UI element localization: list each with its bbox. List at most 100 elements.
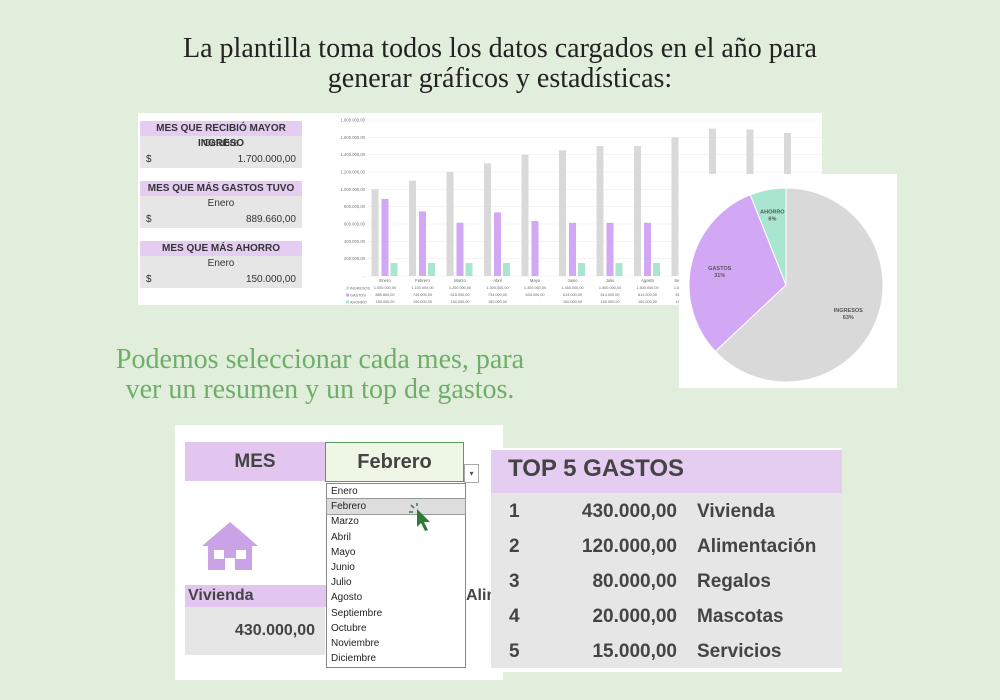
top5-title: TOP 5 GASTOS [491,450,842,493]
subheading: Podemos seleccionar cada mes, para ver un… [60,345,580,405]
dropdown-arrow[interactable]: ▾ [464,464,479,483]
table-value: 150.000,00 [450,300,469,304]
x-tick-label: Mayo [530,278,541,283]
dropdown-option[interactable]: Julio [331,577,352,589]
top5-row: 5 15.000,00 Servicios [491,633,842,668]
bar [381,198,389,276]
table-value: 150.000,00 [375,300,394,304]
table-value: 745.000,00 [413,293,432,297]
dropdown-option[interactable]: Noviembre [331,638,380,649]
kpi-amount: 150.000,00 [245,274,296,285]
top5-panel: TOP 5 GASTOS 1 430.000,00 Vivienda 2 120.000… [491,448,842,672]
amount: 430.000,00 [581,501,677,522]
bar [671,137,679,276]
pie-percent: 6% [768,217,776,223]
dropdown-option[interactable]: Mayo [331,546,356,558]
kpi-month: Enero [140,196,302,211]
table-value: 1.300.000,00 [486,286,508,290]
dropdown-option[interactable]: Abril [331,531,352,543]
bar [653,263,660,276]
bar [494,212,501,276]
bar [569,222,576,276]
table-value: 1.000.000,00 [374,286,396,290]
x-tick-label: Junio [567,278,578,283]
table-value: 615.000,00 [450,293,469,297]
x-tick-label: Marzo [454,278,466,283]
table-value: 150.000,00 [413,300,432,304]
top5-row: 4 20.000,00 Mascotas [491,598,842,633]
kpi-value-row: $889.660,00 [140,211,302,228]
table-value: 1.200.000,00 [449,286,471,290]
dropdown-list: Enero Febrero Marzo Abril Mayo Junio Julio Agos… [326,483,466,668]
legend-label: GASTOS [350,294,366,298]
heading-line: La plantilla toma todos los datos cargad… [183,33,817,64]
kpi-currency: $ [146,274,152,285]
bar [446,172,454,276]
bar [615,263,623,276]
y-tick-label: - [364,274,366,279]
y-tick-label: 1.400.000,00 [341,152,366,157]
bar [578,263,585,276]
table-value: 1.500.000,00 [599,286,621,290]
dropdown-option[interactable]: Enero [331,486,358,497]
table-value: 614.000,00 [600,293,619,297]
bar [521,154,529,276]
month-select[interactable]: Febrero [325,442,464,482]
dropdown-option[interactable]: Febrero [326,498,466,516]
bar [456,222,464,276]
pie-percent: 63% [843,315,854,321]
bar [503,263,510,276]
pie-slice [688,194,787,353]
rank: 4 [509,606,520,627]
pie-label: AHORRO [760,210,785,216]
rank: 2 [509,536,520,557]
pie-slice [714,187,884,383]
category: Mascotas [697,606,784,627]
bar [371,189,379,276]
rank: 1 [509,501,520,522]
pie-slice [749,187,787,286]
pie-label: INGRESOS [834,308,863,314]
amount: 120.000,00 [581,536,677,557]
x-tick-label: Julio [606,278,615,283]
table-value: 1.450.000,00 [561,286,583,290]
dropdown-option[interactable]: Octubre [331,622,367,634]
category: Servicios [697,641,782,662]
bar [596,146,604,276]
dropdown-option[interactable]: Junio [331,562,355,573]
top5-row: 1 430.000,00 Vivienda [491,493,842,528]
pie-percent: 31% [714,273,725,279]
x-tick-label: Enero [379,278,391,283]
subheading-line: Podemos seleccionar cada mes, para [115,344,525,375]
y-tick-label: 200.000,00 [344,256,366,261]
amount: 20.000,00 [592,606,677,627]
top5-row: 2 120.000,00 Alimentación [491,528,842,563]
table-value: 150.000,00 [488,300,507,304]
kpi-month: Octubre [140,136,302,151]
dropdown-option[interactable]: Septiembre [331,607,383,619]
dropdown-option[interactable]: Agosto [331,592,363,604]
legend-swatch [346,300,349,304]
kpi-box: MES QUE MÁS AHORRO Enero $150.000,00 [140,241,302,288]
house-icon [202,522,258,570]
table-value: 1.100.000,00 [411,286,433,290]
category: Alimentación [697,536,817,557]
bar [559,150,566,276]
table-value: 150.000,00 [638,300,657,304]
bar [390,263,398,276]
subheading-line: ver un resumen y un top de gastos. [125,374,515,405]
table-value: 634.000,00 [525,293,544,297]
table-value: 150.000,00 [600,300,619,304]
kpi-month: Enero [140,256,302,271]
legend-label: AHORRO [350,301,367,305]
pie-panel: INGRESOS 63% GASTOS 31% AHORRO 6% [679,174,897,388]
dropdown-option[interactable]: Marzo [331,516,359,528]
y-tick-label: 1.600.000,00 [341,135,366,140]
bar [606,222,614,276]
table-value: 1.500.000,00 [636,286,658,290]
y-tick-label: 600.000,00 [344,222,366,227]
legend-swatch [346,286,349,290]
dropdown-option[interactable]: Diciembre [331,653,377,665]
